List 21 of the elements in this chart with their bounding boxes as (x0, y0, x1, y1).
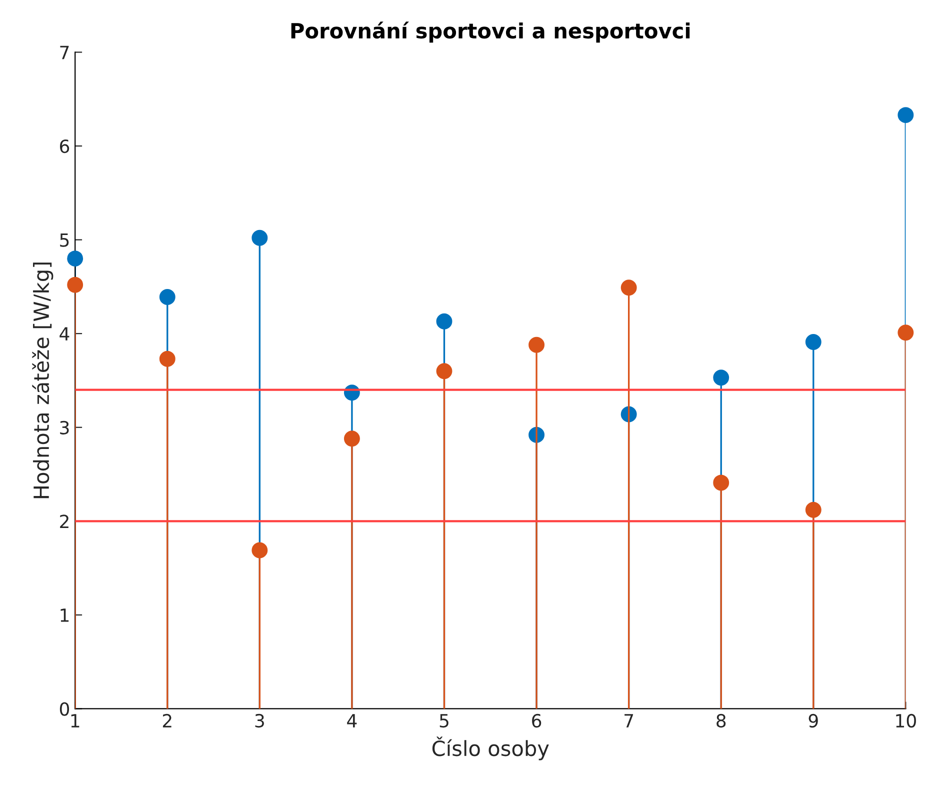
x-tick-label: 5 (440, 714, 448, 728)
y-tick-label: 6 (60, 139, 70, 154)
x-tick-label: 2 (162, 714, 172, 728)
y-tick-label: 3 (60, 420, 69, 434)
x-tick-label: 8 (716, 714, 726, 728)
y-axis-title: Hodnota zátěže [W/kg] (32, 262, 54, 498)
y-tick-label: 1 (60, 608, 69, 622)
y-tick-label: 5 (60, 233, 69, 247)
y-tick-label: 2 (60, 514, 68, 528)
x-tick-label: 3 (255, 714, 264, 728)
x-tick-label: 1 (71, 714, 80, 728)
chart-title: Porovnání sportovci a nesportovci (291, 22, 690, 43)
x-tick-label: 7 (624, 714, 634, 728)
x-axis-title: Číslo osoby (432, 736, 549, 760)
y-tick-label: 4 (60, 327, 70, 340)
x-tick-label: 10 (896, 714, 916, 728)
x-tick-label: 4 (347, 714, 357, 728)
y-tick-label: 7 (60, 46, 69, 60)
x-tick-label: 9 (808, 714, 818, 728)
x-tick-label: 6 (532, 714, 542, 728)
y-tick-label: 0 (60, 702, 70, 716)
